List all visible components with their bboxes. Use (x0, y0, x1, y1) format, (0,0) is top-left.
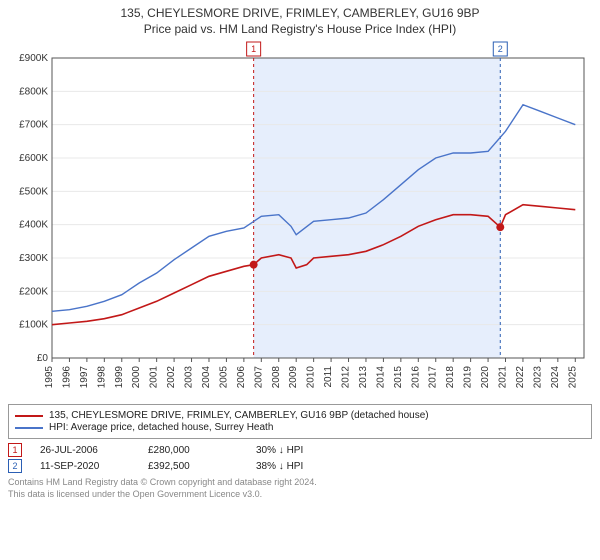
x-tick-label: 2007 (253, 366, 264, 389)
chart-title-sub: Price paid vs. HM Land Registry's House … (8, 22, 592, 36)
x-tick-label: 2008 (271, 366, 282, 389)
credit-line-2: This data is licensed under the Open Gov… (8, 489, 592, 501)
y-tick-label: £900K (19, 53, 48, 64)
x-tick-label: 2016 (410, 366, 421, 389)
y-tick-label: £0 (37, 353, 49, 364)
x-tick-label: 2013 (358, 366, 369, 389)
x-tick-label: 2023 (532, 366, 543, 389)
chart-area: £0 £100K £200K £300K £400K £500K £600K £700K £80… (8, 40, 592, 400)
x-tick-label: 1995 (44, 366, 55, 389)
legend-item: HPI: Average price, detached house, Surr… (15, 422, 585, 433)
legend: 135, CHEYLESMORE DRIVE, FRIMLEY, CAMBERL… (8, 404, 592, 439)
y-tick-label: £500K (19, 186, 48, 197)
y-tick-label: £700K (19, 120, 48, 131)
legend-swatch (15, 415, 43, 417)
event-date: 26-JUL-2006 (40, 445, 130, 456)
chart-title-main: 135, CHEYLESMORE DRIVE, FRIMLEY, CAMBERL… (8, 6, 592, 20)
legend-item: 135, CHEYLESMORE DRIVE, FRIMLEY, CAMBERL… (15, 410, 585, 421)
x-tick-label: 2010 (306, 366, 317, 389)
y-tick-label: £200K (19, 286, 48, 297)
events-table: 1 26-JUL-2006 £280,000 30% ↓ HPI 2 11-SEP-202… (8, 443, 592, 473)
event-date: 11-SEP-2020 (40, 461, 130, 472)
x-tick-label: 2018 (445, 366, 456, 389)
legend-swatch (15, 427, 43, 429)
x-tick-label: 2002 (166, 366, 177, 389)
data-credit: Contains HM Land Registry data © Crown c… (8, 477, 592, 500)
x-tick-label: 2014 (375, 366, 386, 389)
event-badge: 1 (8, 443, 22, 457)
event-badge: 2 (8, 459, 22, 473)
x-tick-label: 2009 (288, 366, 299, 389)
x-tick-label: 2001 (149, 366, 160, 389)
y-tick-label: £300K (19, 253, 48, 264)
x-tick-label: 2012 (341, 366, 352, 389)
event-row: 1 26-JUL-2006 £280,000 30% ↓ HPI (8, 443, 592, 457)
event-badge-number: 1 (251, 44, 256, 54)
event-price: £392,500 (148, 461, 238, 472)
x-tick-label: 2019 (463, 366, 474, 389)
event-price: £280,000 (148, 445, 238, 456)
x-tick-label: 2000 (131, 366, 142, 389)
event-badge-number: 2 (498, 44, 503, 54)
x-tick-label: 2005 (218, 366, 229, 389)
event-row: 2 11-SEP-2020 £392,500 38% ↓ HPI (8, 459, 592, 473)
x-tick-label: 2015 (393, 366, 404, 389)
x-tick-label: 2024 (550, 366, 561, 389)
x-tick-label: 2017 (428, 366, 439, 389)
sale-marker (496, 223, 504, 231)
y-tick-label: £800K (19, 86, 48, 97)
credit-line-1: Contains HM Land Registry data © Crown c… (8, 477, 592, 489)
shaded-region (254, 58, 501, 358)
legend-label: 135, CHEYLESMORE DRIVE, FRIMLEY, CAMBERL… (49, 410, 429, 421)
x-tick-label: 2022 (515, 366, 526, 389)
event-delta: 38% ↓ HPI (256, 461, 346, 472)
x-tick-label: 1996 (61, 366, 72, 389)
x-tick-label: 2006 (236, 366, 247, 389)
x-tick-label: 1998 (96, 366, 107, 389)
x-tick-label: 2004 (201, 366, 212, 389)
y-tick-label: £400K (19, 220, 48, 231)
x-tick-label: 1999 (114, 366, 125, 389)
sale-marker (250, 261, 258, 269)
event-delta: 30% ↓ HPI (256, 445, 346, 456)
x-tick-label: 2025 (567, 366, 578, 389)
x-tick-label: 2020 (480, 366, 491, 389)
x-tick-label: 1997 (79, 366, 90, 389)
x-tick-label: 2021 (498, 366, 509, 389)
x-tick-label: 2003 (184, 366, 195, 389)
y-tick-label: £600K (19, 153, 48, 164)
legend-label: HPI: Average price, detached house, Surr… (49, 422, 273, 433)
x-tick-label: 2011 (323, 366, 334, 388)
y-tick-label: £100K (19, 320, 48, 331)
